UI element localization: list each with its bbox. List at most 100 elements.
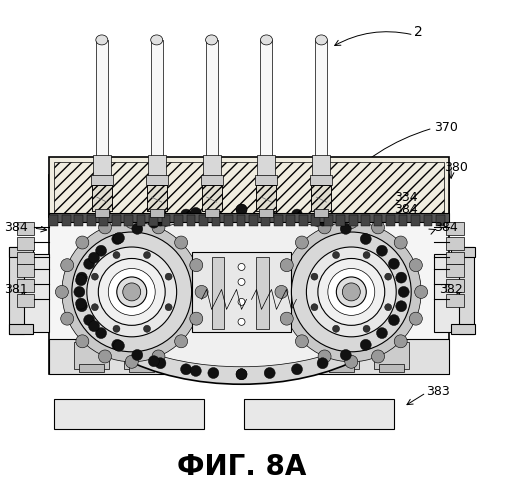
Circle shape (238, 263, 245, 270)
Circle shape (155, 215, 166, 226)
Bar (147, 185, 167, 211)
Circle shape (76, 301, 87, 312)
Bar (446, 222, 464, 235)
Text: 380: 380 (443, 161, 467, 174)
Circle shape (333, 325, 339, 332)
Circle shape (113, 251, 120, 258)
Circle shape (292, 364, 302, 375)
Circle shape (132, 349, 143, 360)
Bar (257, 185, 276, 211)
Bar (95, 209, 109, 217)
Circle shape (152, 350, 165, 363)
Circle shape (125, 216, 138, 229)
Bar (336, 215, 345, 226)
Bar (451, 324, 475, 334)
Bar (249, 215, 258, 226)
Circle shape (190, 312, 203, 325)
Circle shape (306, 247, 396, 337)
Bar (54, 399, 204, 429)
Circle shape (275, 285, 288, 298)
Circle shape (340, 224, 351, 235)
Circle shape (84, 314, 94, 325)
Circle shape (363, 251, 370, 258)
Circle shape (371, 221, 385, 234)
Circle shape (96, 245, 107, 256)
Bar (137, 215, 145, 226)
Bar (274, 342, 309, 369)
Ellipse shape (84, 217, 399, 367)
Circle shape (363, 325, 370, 332)
Circle shape (264, 367, 275, 378)
Circle shape (91, 304, 99, 311)
Circle shape (55, 285, 69, 298)
Circle shape (394, 236, 407, 249)
Circle shape (190, 365, 201, 376)
Bar (324, 215, 333, 226)
Circle shape (280, 312, 293, 325)
Circle shape (296, 236, 308, 249)
Bar (446, 279, 464, 292)
Bar (446, 264, 464, 277)
Circle shape (99, 350, 111, 363)
Circle shape (113, 325, 120, 332)
Bar (311, 185, 331, 211)
Circle shape (99, 258, 165, 325)
Circle shape (74, 286, 85, 297)
Circle shape (318, 350, 331, 363)
Bar (202, 185, 221, 211)
Bar (201, 175, 223, 185)
Text: 370: 370 (434, 121, 458, 134)
Bar (112, 215, 120, 226)
Circle shape (76, 236, 89, 249)
Circle shape (208, 367, 219, 378)
Bar (451, 247, 475, 257)
Bar (314, 209, 328, 217)
Bar (74, 342, 109, 369)
Bar (205, 209, 218, 217)
Bar (146, 175, 168, 185)
Bar (446, 294, 464, 307)
Bar (434, 254, 466, 332)
Bar (315, 40, 327, 157)
Circle shape (125, 355, 138, 368)
Bar (49, 157, 449, 217)
Bar (92, 185, 112, 211)
Circle shape (345, 216, 358, 229)
Circle shape (396, 301, 407, 312)
Circle shape (148, 356, 160, 367)
Bar (17, 254, 49, 332)
Bar (17, 237, 35, 250)
Bar (329, 364, 354, 372)
Circle shape (318, 258, 385, 325)
Circle shape (264, 206, 275, 217)
Circle shape (62, 222, 202, 362)
Circle shape (155, 358, 166, 369)
Circle shape (409, 258, 422, 271)
Circle shape (91, 273, 99, 280)
Ellipse shape (96, 35, 108, 45)
Circle shape (99, 221, 111, 234)
Circle shape (112, 339, 123, 350)
Text: 334: 334 (394, 191, 418, 204)
Circle shape (180, 209, 192, 220)
Circle shape (415, 285, 428, 298)
Circle shape (175, 335, 187, 348)
Circle shape (113, 340, 124, 351)
Bar (256, 175, 277, 185)
Bar (10, 247, 34, 257)
Text: 381: 381 (5, 283, 28, 296)
Bar (74, 215, 83, 226)
Circle shape (190, 258, 203, 271)
Circle shape (333, 251, 339, 258)
Text: 384: 384 (434, 221, 457, 234)
Bar (148, 155, 166, 177)
Circle shape (96, 328, 107, 339)
Bar (260, 209, 273, 217)
Bar (349, 215, 358, 226)
Circle shape (409, 312, 422, 325)
Bar (374, 342, 409, 369)
Bar (262, 215, 270, 226)
Circle shape (292, 209, 302, 220)
Circle shape (76, 275, 86, 286)
Bar (147, 185, 167, 211)
